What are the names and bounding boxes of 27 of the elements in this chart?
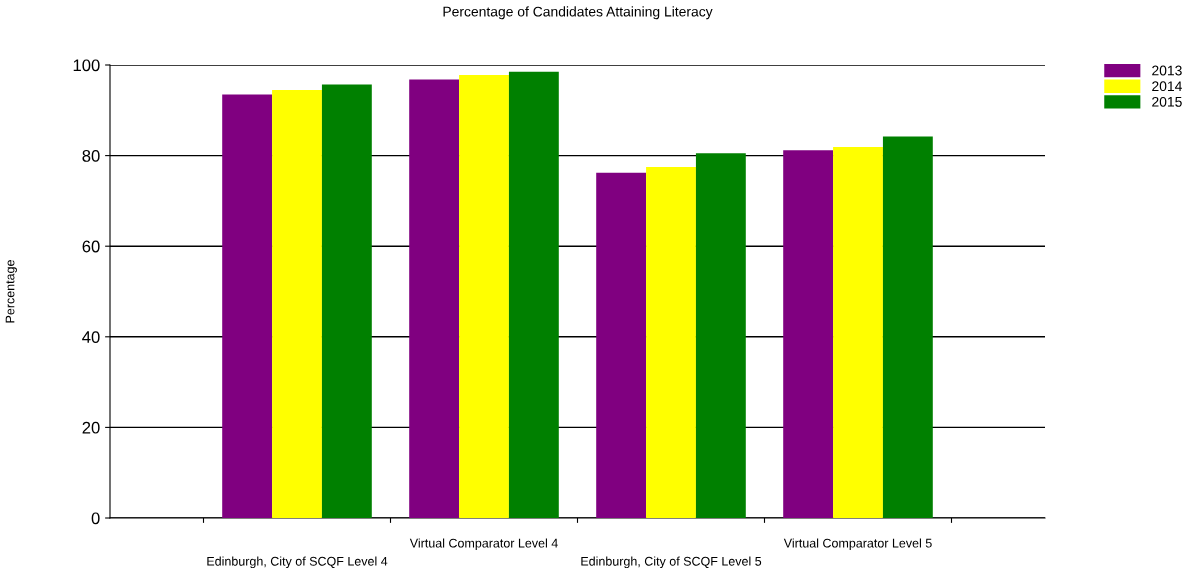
- y-tick-label: 80: [82, 150, 100, 162]
- x-tick-label: Edinburgh, City of SCQF Level 5: [581, 556, 762, 568]
- bar: [222, 94, 273, 518]
- bar: [646, 166, 696, 518]
- x-tick-label: Edinburgh, City of SCQF Level 4: [207, 556, 388, 568]
- bar: [508, 71, 559, 518]
- y-tick-label: 20: [82, 421, 100, 434]
- y-tick-label: 40: [82, 331, 100, 343]
- bar: [272, 89, 322, 518]
- y-tick-label: 60: [82, 240, 100, 253]
- legend-label: 2015: [1152, 96, 1182, 107]
- x-tick-label: Virtual Comparator Level 5: [783, 538, 932, 551]
- y-tick-label: 0: [91, 512, 100, 525]
- y-axis-title: Percentage: [5, 260, 17, 323]
- bar: [321, 84, 372, 518]
- legend-label: 2014: [1152, 81, 1182, 92]
- bar: [833, 146, 883, 518]
- bar: [596, 172, 647, 518]
- chart-title: Percentage of Candidates Attaining Literacy: [443, 6, 713, 20]
- bar: [783, 150, 834, 518]
- x-tick-label: Virtual Comparator Level 4: [409, 538, 558, 551]
- y-tick-label: 100: [73, 59, 100, 72]
- bar: [409, 79, 460, 518]
- bar: [882, 136, 933, 518]
- bar: [695, 153, 746, 518]
- legend-label: 2013: [1152, 65, 1182, 76]
- bar: [459, 74, 509, 518]
